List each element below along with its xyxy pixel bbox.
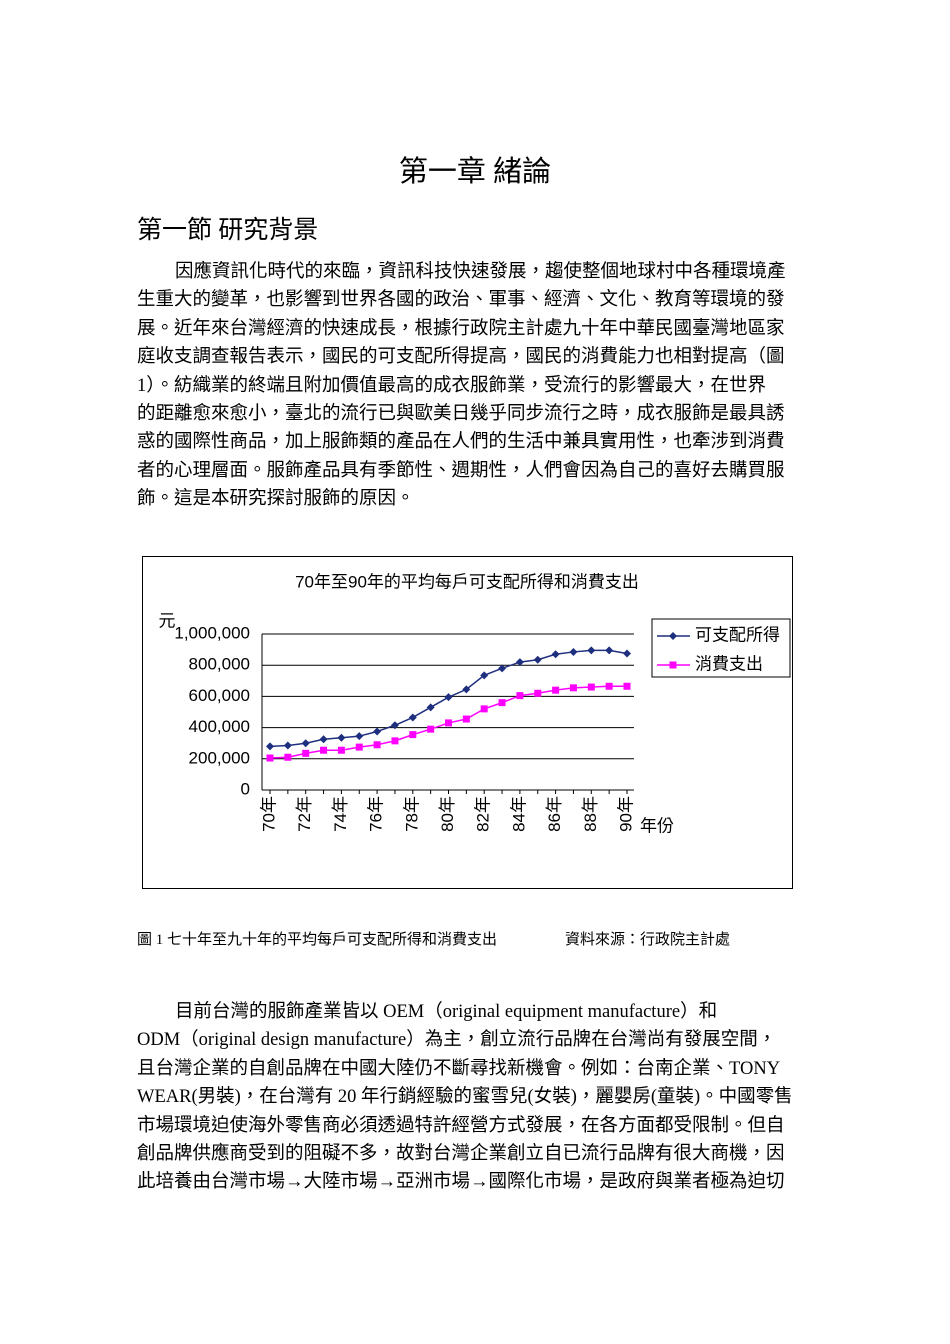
y-axis-label: 元 <box>159 611 176 630</box>
marker <box>551 650 560 659</box>
x-axis-label: 年份 <box>640 816 674 835</box>
chapter-title: 第一章 緒論 <box>398 156 552 188</box>
x-tick-label: 86年 <box>545 796 564 832</box>
marker <box>605 646 614 655</box>
marker <box>266 742 274 751</box>
marker <box>534 689 542 697</box>
text-line: 此培養由台灣市場→大陸市場→亞洲市場→國際化市場，是政府與業者極為迫切 <box>137 1172 785 1193</box>
marker <box>569 684 577 692</box>
section-title: 第一節 研究背景 <box>137 217 319 244</box>
marker <box>587 646 596 655</box>
x-tick-label: 84年 <box>509 796 528 832</box>
marker <box>301 739 310 748</box>
marker <box>444 693 453 702</box>
marker <box>373 741 381 749</box>
marker <box>569 647 578 656</box>
text-line: 1）。紡織業的終端且附加價值最高的成衣服飾業，受流行的影響最大，在世界 <box>137 375 767 396</box>
marker <box>266 754 274 762</box>
y-tick-label: 600,000 <box>189 686 250 705</box>
marker <box>337 733 346 742</box>
text-line: 生重大的變革，也影響到世界各國的政治、軍事、經濟、文化、教育等環境的發 <box>137 290 785 311</box>
marker <box>284 753 292 761</box>
marker <box>498 699 506 707</box>
text-line: 創品牌供應商受到的阻礙不多，故對台灣企業創立自已流行品牌有很大商機，因 <box>137 1144 785 1164</box>
marker <box>283 741 292 750</box>
y-tick-label: 1,000,000 <box>174 623 250 642</box>
x-tick-label: 70年 <box>259 796 278 832</box>
y-tick-label: 800,000 <box>189 655 250 674</box>
marker <box>587 683 595 691</box>
marker <box>426 703 435 712</box>
marker <box>408 713 417 722</box>
chart: 70年至90年的平均每戶可支配所得和消費支出 元 年份 0 200,000 400,… <box>142 556 793 889</box>
marker <box>605 682 613 690</box>
marker <box>319 735 328 744</box>
legend-marker <box>669 661 677 669</box>
text-line: 庭收支調查報告表示，國民的可支配所得提高，國民的消費能力也相對提高（圖 <box>137 347 785 368</box>
marker <box>445 719 452 727</box>
marker <box>552 686 560 694</box>
marker <box>480 671 489 680</box>
legend-marker <box>669 632 677 640</box>
marker <box>391 737 399 745</box>
marker <box>480 705 488 713</box>
y-tick-label: 200,000 <box>189 748 250 767</box>
text-line: 飾。這是本研究探討服飾的原因。 <box>137 489 415 510</box>
x-tick-label: 88年 <box>581 796 600 832</box>
text-line: 惑的國際性商品，加上服飾類的產品在人們的生活中兼具實用性，也牽涉到消費 <box>137 432 785 453</box>
figure-caption: 圖 1 七十年至九十年的平均每戶可支配所得和消費支出 <box>137 932 498 948</box>
marker <box>409 731 417 739</box>
x-tick-label: 90年 <box>616 796 635 832</box>
chart-title: 70年至90年的平均每戶可支配所得和消費支出 <box>295 572 639 591</box>
marker <box>390 721 399 730</box>
text-line: 市場環境迫使海外零售商必須透過特許經營方式發展，在各方面都受限制。但自 <box>137 1115 785 1136</box>
legend-label: 可支配所得 <box>695 625 780 644</box>
marker <box>302 749 310 757</box>
marker <box>462 685 471 694</box>
x-tick-label: 80年 <box>438 796 457 832</box>
x-tick-label: 76年 <box>367 796 386 832</box>
x-tick-label: 72年 <box>295 796 314 832</box>
marker <box>515 658 524 667</box>
legend-label: 消費支出 <box>695 654 763 673</box>
marker <box>355 732 364 741</box>
x-tick-label: 78年 <box>402 796 421 832</box>
text-line: 因應資訊化時代的來臨，資訊科技快速發展，趨使整個地球村中各種環境產 <box>175 262 786 282</box>
marker <box>337 746 345 754</box>
x-tick-label: 74年 <box>331 796 350 832</box>
marker <box>533 655 542 664</box>
marker <box>623 682 631 690</box>
marker <box>427 725 435 733</box>
text-line: WEAR(男裝)，在台灣有 20 年行銷經驗的蜜雪兒(女裝)，麗嬰房(童裝)。中… <box>137 1087 793 1108</box>
text-line: ODM（original design manufacture）為主，創立流行品… <box>137 1030 777 1051</box>
text-line: 展。近年來台灣經濟的快速成長，根據行政院主計處九十年中華民國臺灣地區家 <box>137 318 785 339</box>
marker <box>516 692 524 700</box>
text-line: 且台灣企業的自創品牌在中國大陸仍不斷尋找新機會。例如：台南企業、TONY <box>137 1058 781 1079</box>
marker <box>462 715 470 723</box>
marker <box>373 727 382 736</box>
y-tick-label: 0 <box>241 779 250 798</box>
text-line: 目前台灣的服飾產業皆以 OEM（original equipment manuf… <box>175 1002 718 1022</box>
text-line: 者的心理層面。服飾產品具有季節性、週期性，人們會因為自己的喜好去購買服 <box>137 460 785 481</box>
marker <box>320 746 328 754</box>
marker <box>355 743 363 751</box>
text-line: 的距離愈來愈小，臺北的流行已與歐美日幾乎同步流行之時，成衣服飾是最具誘 <box>137 404 785 424</box>
marker <box>623 649 631 658</box>
figure-source: 資料來源：行政院主計處 <box>565 932 731 948</box>
y-tick-label: 400,000 <box>189 717 250 736</box>
x-tick-label: 82年 <box>474 796 493 832</box>
marker <box>498 664 507 673</box>
